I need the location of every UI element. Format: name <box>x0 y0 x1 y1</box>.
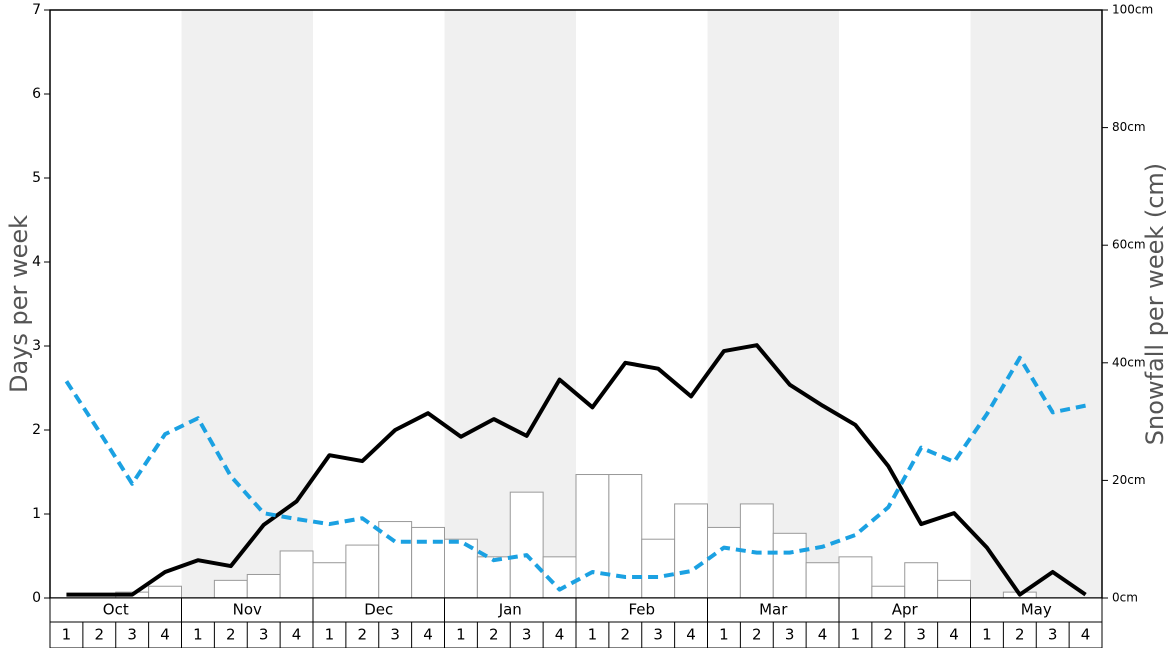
month-band <box>181 10 313 598</box>
week-label: 3 <box>916 626 926 644</box>
snowfall-bar <box>476 556 511 599</box>
snowfall-bar <box>411 526 445 599</box>
week-label: 2 <box>621 626 631 644</box>
week-label: 2 <box>95 626 105 644</box>
y2-tick-label: 0cm <box>1112 591 1138 605</box>
month-label: Apr <box>892 601 919 619</box>
snowfall-bar <box>312 562 347 599</box>
y-tick-label: 5 <box>32 170 41 186</box>
month-label: Jan <box>498 601 522 619</box>
month-label: Feb <box>628 601 655 619</box>
week-label: 4 <box>555 626 565 644</box>
week-label: 1 <box>193 626 203 644</box>
y-tick-label: 1 <box>32 506 41 522</box>
month-label: May <box>1021 601 1052 619</box>
week-label: 1 <box>588 626 598 644</box>
week-label: 3 <box>390 626 400 644</box>
month-label: Nov <box>233 601 262 619</box>
snowfall-bar <box>279 550 314 599</box>
week-label: 4 <box>160 626 170 644</box>
week-label: 3 <box>259 626 269 644</box>
y2-tick-label: 20cm <box>1112 473 1146 487</box>
y-tick-label: 2 <box>32 422 41 438</box>
y2-axis-label: Snowfall per week (cm) <box>1141 163 1168 445</box>
week-label: 4 <box>292 626 302 644</box>
week-label: 2 <box>752 626 762 644</box>
month-label: Mar <box>759 601 788 619</box>
y-tick-label: 4 <box>32 254 41 270</box>
y-axis-label: Days per week <box>5 215 33 393</box>
y-tick-label: 0 <box>32 590 41 606</box>
week-label: 4 <box>818 626 828 644</box>
snowfall-bar <box>871 585 906 599</box>
y-tick-label: 6 <box>32 86 41 102</box>
week-label: 2 <box>1015 626 1025 644</box>
week-label: 4 <box>423 626 433 644</box>
snowfall-bar <box>608 474 643 599</box>
week-label: 2 <box>358 626 368 644</box>
y2-tick-label: 60cm <box>1112 238 1146 252</box>
y2-tick-label: 80cm <box>1112 120 1146 134</box>
days-line <box>66 343 1087 597</box>
y-tick-label: 3 <box>32 338 41 354</box>
week-label: 2 <box>884 626 894 644</box>
week-label: 2 <box>226 626 236 644</box>
snowfall-bar <box>904 562 939 599</box>
month-label: Oct <box>103 601 129 619</box>
week-label: 3 <box>653 626 663 644</box>
snowfall-bar <box>674 503 708 599</box>
snowfall-bar <box>378 521 413 599</box>
snowfall-bar <box>213 579 248 599</box>
week-label: 4 <box>1081 626 1091 644</box>
week-label: 3 <box>1048 626 1058 644</box>
snowfall-bar <box>509 491 544 599</box>
month-label: Dec <box>364 601 393 619</box>
snowfall-bar <box>148 585 182 599</box>
snowfall-bar <box>345 544 380 599</box>
week-label: 1 <box>851 626 861 644</box>
snowfall-bar <box>246 573 281 599</box>
week-label: 3 <box>127 626 137 644</box>
snowfall-bar <box>772 532 807 599</box>
snowfall-bar <box>641 538 676 599</box>
snowfall-bar <box>805 562 840 599</box>
week-label: 1 <box>982 626 992 644</box>
dashed-line <box>64 355 1086 592</box>
week-label: 1 <box>456 626 466 644</box>
snowfall-bar <box>838 556 873 599</box>
week-label: 1 <box>62 626 72 644</box>
week-label: 1 <box>719 626 729 644</box>
snowfall-bar <box>707 526 741 599</box>
y2-tick-label: 40cm <box>1112 355 1146 369</box>
week-label: 4 <box>949 626 959 644</box>
snowfall-bar <box>575 474 610 599</box>
week-label: 1 <box>325 626 335 644</box>
week-label: 4 <box>686 626 696 644</box>
week-label: 3 <box>522 626 532 644</box>
snowfall-bar <box>937 579 971 599</box>
month-band <box>707 10 839 598</box>
month-band <box>970 10 1102 598</box>
week-label: 2 <box>489 626 499 644</box>
y2-tick-label: 100cm <box>1112 3 1153 17</box>
y-tick-label: 7 <box>32 2 41 18</box>
week-label: 3 <box>785 626 795 644</box>
